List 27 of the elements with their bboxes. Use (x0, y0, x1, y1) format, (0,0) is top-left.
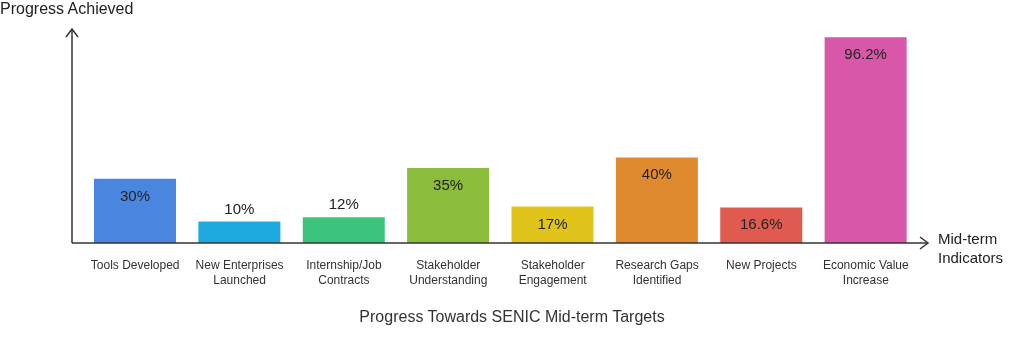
data-label: 17% (537, 214, 568, 232)
x-tick-label: Stakeholder Understanding (409, 258, 488, 287)
x-tick-label: New Projects (726, 258, 797, 272)
x-tick-label: New Enterprises Launched (195, 258, 284, 287)
data-label: 96.2% (844, 45, 887, 63)
bar (94, 178, 176, 243)
data-label: 12% (328, 195, 359, 213)
x-tick-label: Economic Value Increase (822, 258, 910, 287)
bar (824, 37, 907, 243)
data-label: 30% (119, 186, 151, 204)
bar (407, 168, 490, 243)
y-axis-title: Progress Achieved (0, 0, 134, 18)
data-label: 16.6% (739, 215, 783, 233)
x-tick-label: Internship/Job Contracts (306, 258, 382, 287)
x-tick-label: Tools Developed (90, 258, 180, 272)
text: Progress Towards SENIC Mid-term Targets (358, 308, 666, 326)
x-tick-label: Stakeholder Engagement (518, 258, 588, 287)
x-tick-label: Research Gaps Identified (615, 258, 699, 287)
bar (720, 207, 803, 243)
x-axis-title: Mid-term Indicators (938, 229, 1005, 267)
data-label: 35% (433, 176, 464, 194)
bar (198, 221, 281, 243)
data-label: 40% (641, 165, 672, 183)
data-label: 10% (224, 199, 255, 217)
bar (615, 157, 698, 243)
bar (302, 217, 385, 243)
bar (511, 206, 594, 243)
